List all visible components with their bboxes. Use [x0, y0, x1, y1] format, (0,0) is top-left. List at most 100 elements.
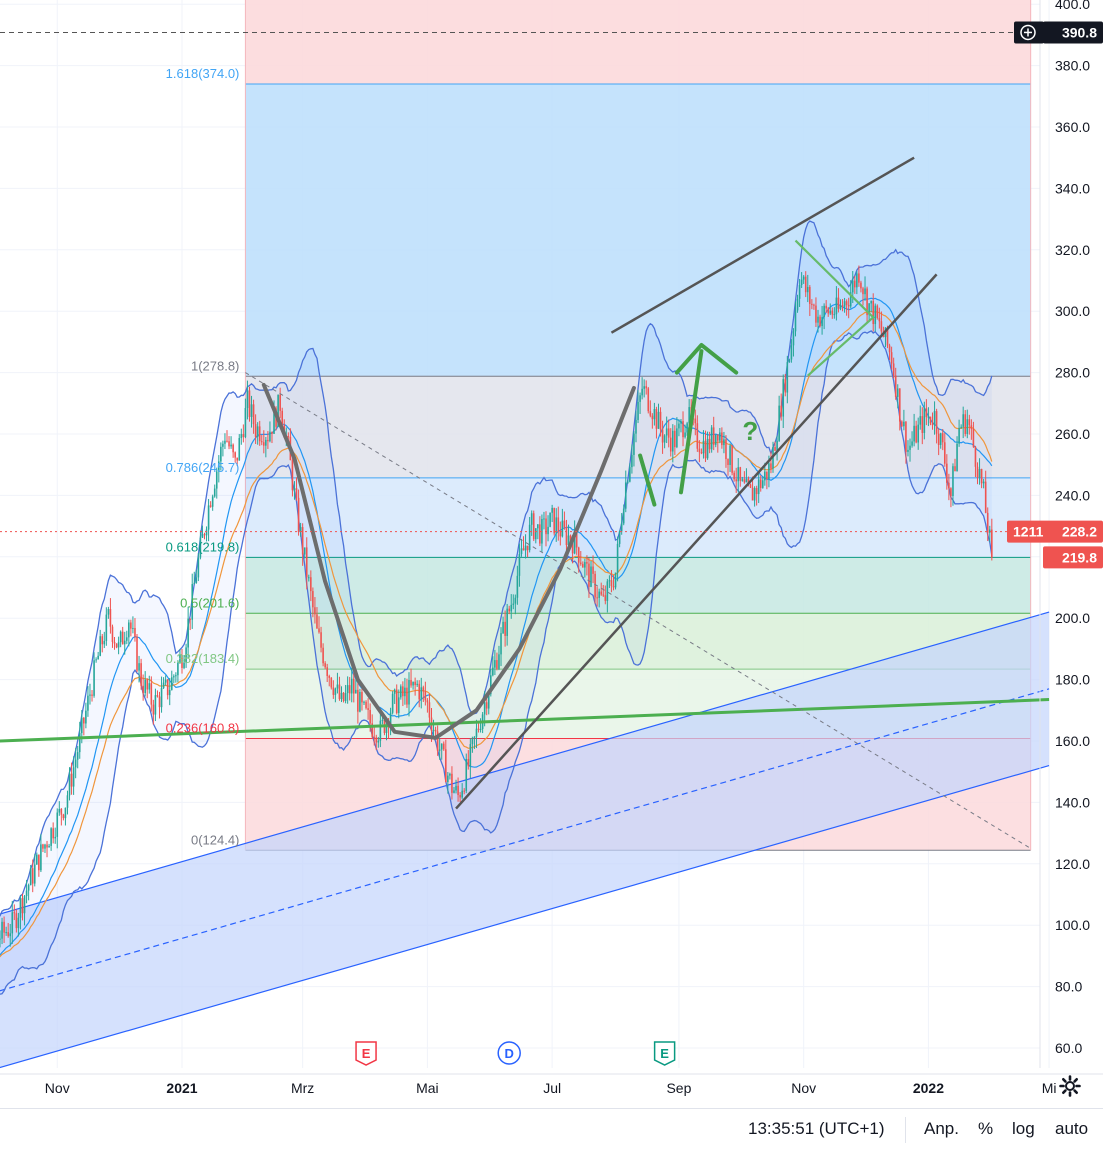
- regression-channel[interactable]: [0, 611, 1050, 1079]
- candle-body: [911, 441, 913, 446]
- candle-body: [590, 566, 592, 587]
- candle-body: [395, 689, 398, 714]
- y-tick-label: 120.0: [1055, 856, 1090, 872]
- clock-timezone[interactable]: 13:35:51 (UTC+1): [748, 1119, 885, 1138]
- candle-body: [58, 808, 61, 813]
- candle-body: [976, 466, 979, 478]
- candle-body: [886, 327, 889, 346]
- settings-gear-icon[interactable]: [1058, 1074, 1082, 1098]
- candle-body: [854, 280, 856, 288]
- candle-body: [612, 586, 615, 588]
- event-marker-label: E: [660, 1046, 669, 1061]
- candle-body: [316, 614, 318, 629]
- candle-body: [602, 594, 605, 596]
- candle-body: [970, 425, 973, 430]
- candle-body: [447, 775, 449, 783]
- candle-body: [438, 749, 441, 751]
- candle-body: [138, 663, 140, 671]
- bband-fill: [0, 221, 992, 995]
- candle-body: [156, 695, 159, 697]
- candle-body: [332, 687, 335, 695]
- y-tick-label: 180.0: [1055, 672, 1090, 688]
- candle-body: [549, 512, 551, 527]
- fib-level-label: 1.618(374.0): [166, 66, 240, 81]
- candle-body: [588, 563, 590, 587]
- candle-body: [839, 305, 842, 309]
- candle-body: [982, 481, 985, 484]
- candle-body: [786, 362, 789, 393]
- candle-body: [187, 618, 189, 648]
- price-tag-bg: [1043, 21, 1103, 44]
- candle-body: [203, 534, 206, 536]
- candle-body: [952, 466, 954, 496]
- candle-body: [504, 621, 506, 636]
- candle-body: [629, 467, 631, 482]
- candle-body: [719, 432, 721, 441]
- candle-body: [64, 807, 67, 819]
- candle-body: [451, 773, 453, 793]
- candle-body: [825, 305, 827, 309]
- adjust-toggle[interactable]: Anp.: [924, 1119, 959, 1138]
- candle-body: [964, 414, 967, 434]
- auto-toggle[interactable]: auto: [1055, 1119, 1089, 1138]
- candle-body: [263, 442, 265, 446]
- candle-body: [788, 359, 791, 363]
- candle-body: [821, 317, 823, 327]
- candle-body: [432, 729, 435, 731]
- candle-body: [68, 773, 71, 796]
- support-line: [0, 698, 1050, 743]
- drawings[interactable]: ?: [0, 31, 1050, 849]
- candle-body: [287, 436, 290, 438]
- price-chart[interactable]: ? 1.618(374.0) 1(278.8) 0.786(245.7) 0.618(…: [0, 0, 1103, 1108]
- candle-body: [494, 660, 496, 668]
- candle-body: [518, 553, 521, 576]
- candle-body: [355, 689, 357, 694]
- candle-body: [142, 685, 144, 694]
- x-tick-label: Nov: [791, 1080, 816, 1096]
- percent-toggle[interactable]: %: [978, 1119, 994, 1138]
- candle-body: [76, 752, 79, 760]
- candle-body: [667, 428, 670, 438]
- candle-body: [974, 446, 977, 467]
- candle-body: [168, 689, 171, 696]
- candle-body: [265, 439, 267, 446]
- candle-body: [733, 472, 735, 480]
- candle-body: [408, 679, 410, 705]
- candle-body: [381, 719, 384, 721]
- time-axis[interactable]: Nov 2021 Mrz Mai Jul Sep Nov 2022 Mi: [0, 1073, 1103, 1096]
- candle-body: [774, 446, 776, 451]
- candle-body: [790, 345, 793, 360]
- y-tick-label: 280.0: [1055, 365, 1090, 381]
- candle-body: [175, 675, 177, 677]
- candle-body: [526, 545, 529, 551]
- candle-body: [103, 640, 106, 645]
- candle-body: [328, 675, 331, 678]
- candle-body: [817, 316, 819, 323]
- candle-body: [565, 527, 568, 546]
- candle-body: [880, 321, 883, 332]
- candle-body: [66, 795, 69, 808]
- candle-body: [236, 457, 239, 461]
- price-tag-value: 390.8: [1062, 24, 1097, 40]
- candle-body: [794, 310, 797, 332]
- candle-body: [991, 529, 993, 558]
- candle-body: [614, 572, 617, 588]
- candle-body: [246, 390, 249, 408]
- candle-body: [115, 643, 118, 648]
- candle-body: [310, 577, 312, 592]
- log-toggle[interactable]: log: [1012, 1119, 1035, 1138]
- candle-body: [592, 566, 594, 574]
- candle-body: [862, 288, 864, 295]
- candle-body: [514, 597, 517, 604]
- candle-body: [252, 404, 255, 425]
- candle-body: [686, 423, 688, 433]
- candle-body: [672, 430, 674, 452]
- candle-body: [980, 468, 983, 484]
- candle-body: [815, 305, 817, 323]
- candle-body: [948, 482, 950, 489]
- candle-body: [727, 459, 729, 465]
- candle-body: [931, 423, 934, 426]
- candle-body: [128, 622, 130, 638]
- candle-body: [107, 609, 110, 615]
